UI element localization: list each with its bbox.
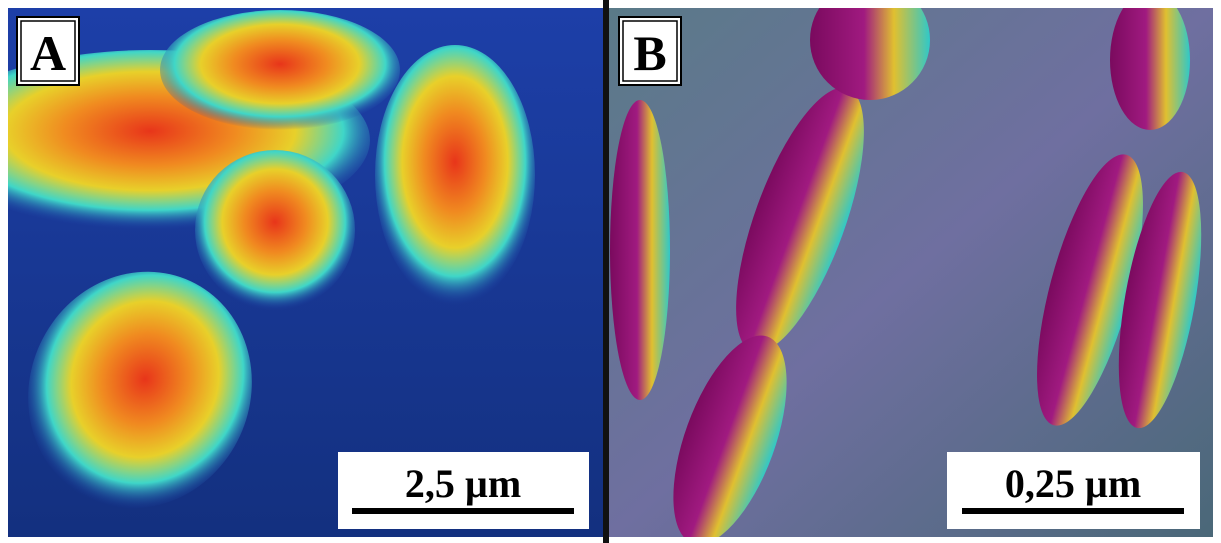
label-a-box: A [17,17,79,85]
divider [603,0,609,543]
scale-bar-label: 2,5 µm [405,461,521,506]
scale-bar-b: 0,25 µm [947,452,1200,529]
panel-label: B [633,25,666,81]
panel-label: A [30,25,66,81]
scale-bar-label: 0,25 µm [1005,461,1141,506]
label-b-box: B [619,17,681,85]
scale-bar-a: 2,5 µm [338,452,589,529]
page: A 2,5 µm B 0,25 µm (() => { const data =… [0,0,1221,543]
figure: A 2,5 µm B 0,25 µm [0,0,1221,543]
